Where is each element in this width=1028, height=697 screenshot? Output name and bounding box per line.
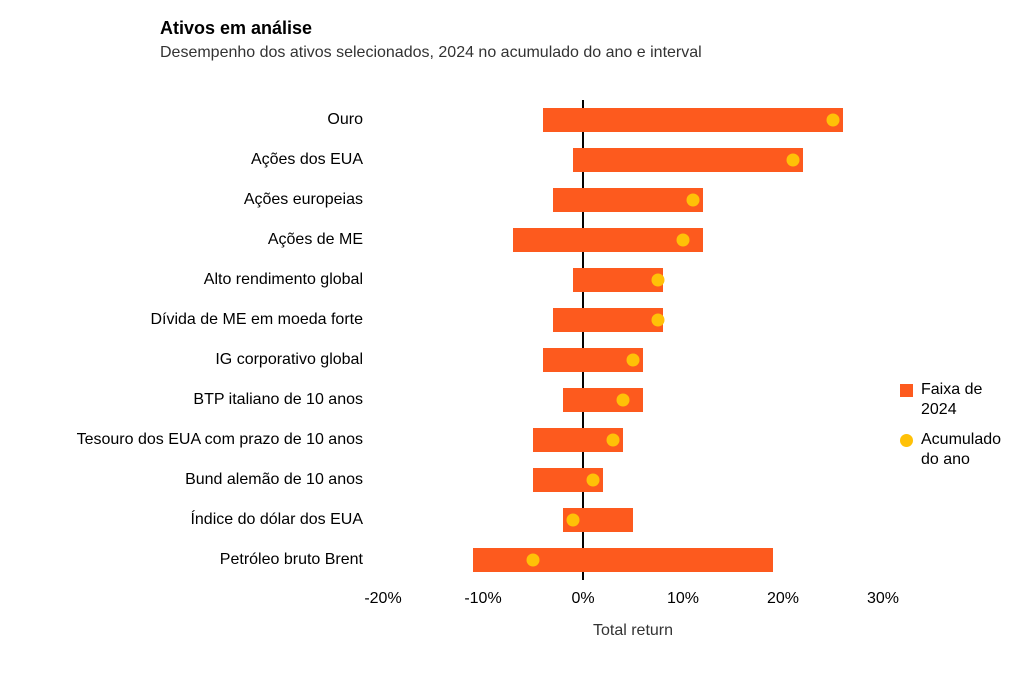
range-bar	[563, 388, 643, 412]
x-tick-label: 10%	[667, 590, 699, 608]
x-tick-label: 20%	[767, 590, 799, 608]
x-tick-label: -10%	[464, 590, 501, 608]
range-bar	[543, 108, 843, 132]
ytd-marker	[677, 234, 690, 247]
legend-item-ytd: Acumulado do ano	[900, 430, 1020, 470]
range-bar	[573, 268, 663, 292]
chart-row: Petróleo bruto Brent	[383, 540, 883, 580]
ytd-marker	[527, 554, 540, 567]
chart-row: Ações europeias	[383, 180, 883, 220]
chart-row: IG corporativo global	[383, 340, 883, 380]
range-bar	[553, 308, 663, 332]
legend-swatch-range	[900, 384, 913, 397]
chart-row: Tesouro dos EUA com prazo de 10 anos	[383, 420, 883, 460]
ytd-marker	[567, 514, 580, 527]
ytd-marker	[607, 434, 620, 447]
legend-item-range: Faixa de 2024	[900, 380, 1020, 420]
x-axis-ticks: -20%-10%0%10%20%30%	[383, 590, 883, 614]
chart-page: Ativos em análise Desempenho dos ativos …	[0, 0, 1028, 697]
range-bar	[513, 228, 703, 252]
x-tick-label: 30%	[867, 590, 899, 608]
ytd-marker	[627, 354, 640, 367]
row-label: BTP italiano de 10 anos	[193, 391, 363, 409]
ytd-marker	[652, 314, 665, 327]
row-label: Ouro	[327, 111, 363, 129]
chart-row: Bund alemão de 10 anos	[383, 460, 883, 500]
row-label: IG corporativo global	[215, 351, 363, 369]
legend-label-range: Faixa de 2024	[921, 380, 1020, 420]
range-bar	[573, 148, 803, 172]
row-label: Bund alemão de 10 anos	[185, 471, 363, 489]
x-axis-title: Total return	[383, 622, 883, 640]
ytd-marker	[787, 154, 800, 167]
ytd-marker	[687, 194, 700, 207]
row-label: Ações europeias	[244, 191, 363, 209]
range-bar	[473, 548, 773, 572]
chart-row: Índice do dólar dos EUA	[383, 500, 883, 540]
chart-row: Dívida de ME em moeda forte	[383, 300, 883, 340]
chart-subtitle: Desempenho dos ativos selecionados, 2024…	[160, 44, 702, 62]
row-label: Petróleo bruto Brent	[220, 551, 363, 569]
row-label: Dívida de ME em moeda forte	[150, 311, 363, 329]
row-label: Tesouro dos EUA com prazo de 10 anos	[77, 431, 363, 449]
ytd-marker	[587, 474, 600, 487]
legend-label-ytd: Acumulado do ano	[921, 430, 1020, 470]
chart-row: BTP italiano de 10 anos	[383, 380, 883, 420]
ytd-marker	[827, 114, 840, 127]
ytd-marker	[617, 394, 630, 407]
chart-plot-area: OuroAções dos EUAAções europeiasAções de…	[383, 100, 883, 580]
row-label: Índice do dólar dos EUA	[190, 511, 363, 529]
x-tick-label: 0%	[571, 590, 594, 608]
chart-row: Ações de ME	[383, 220, 883, 260]
legend: Faixa de 2024 Acumulado do ano	[900, 380, 1020, 480]
chart-row: Alto rendimento global	[383, 260, 883, 300]
range-bar	[553, 188, 703, 212]
row-label: Ações dos EUA	[251, 151, 363, 169]
row-label: Ações de ME	[268, 231, 363, 249]
chart-title: Ativos em análise	[160, 18, 312, 39]
chart-row: Ações dos EUA	[383, 140, 883, 180]
legend-swatch-ytd	[900, 434, 913, 447]
chart-row: Ouro	[383, 100, 883, 140]
row-label: Alto rendimento global	[204, 271, 363, 289]
ytd-marker	[652, 274, 665, 287]
x-tick-label: -20%	[364, 590, 401, 608]
